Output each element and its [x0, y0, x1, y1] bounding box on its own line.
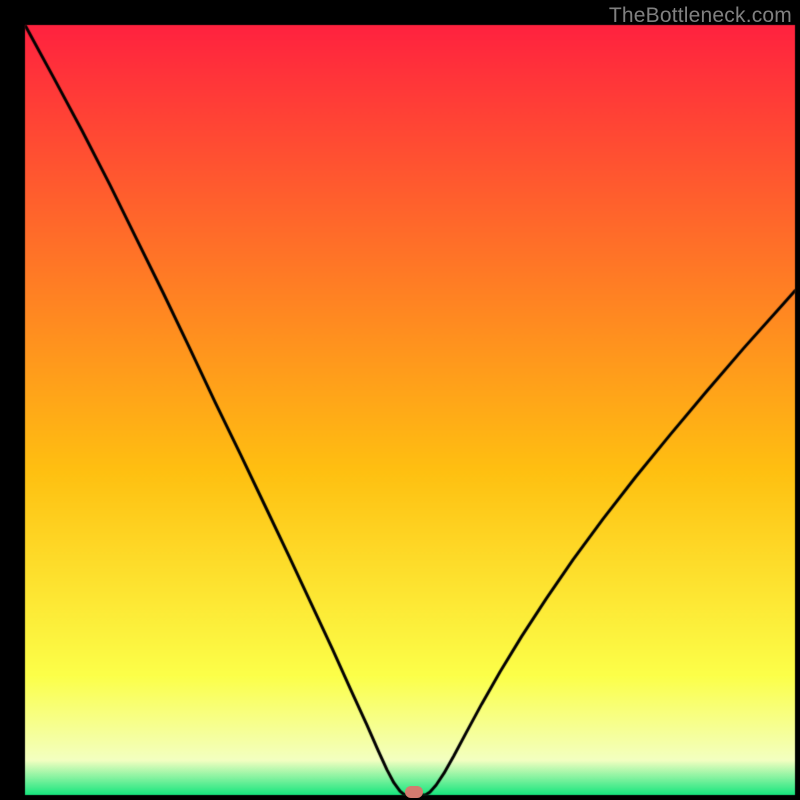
bottleneck-curve — [0, 0, 800, 800]
chart-stage: TheBottleneck.com — [0, 0, 800, 800]
bottleneck-marker — [405, 786, 423, 798]
watermark-text: TheBottleneck.com — [609, 4, 792, 28]
